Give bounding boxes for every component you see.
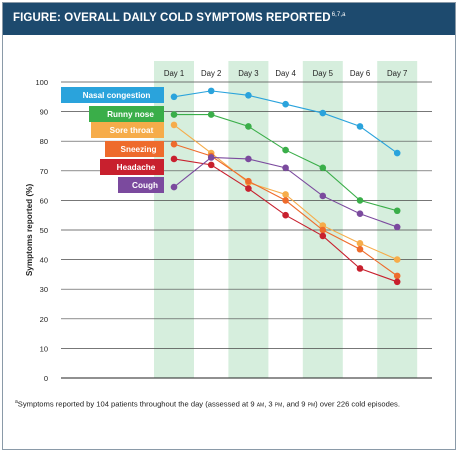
y-tick-label-100: 100 xyxy=(35,78,48,87)
y-tick-label-50: 50 xyxy=(40,226,48,235)
figure-header: FIGURE: OVERALL DAILY COLD SYMPTOMS REPO… xyxy=(3,3,455,35)
footnote-text-2: , 3 xyxy=(264,399,275,409)
y-tick-label-80: 80 xyxy=(40,137,48,146)
data-point-sneezing-day-4 xyxy=(282,197,289,204)
data-point-nasal-congestion-day-6 xyxy=(356,123,364,130)
data-point-runny-nose-day-7 xyxy=(393,207,401,215)
legend-box-sore-throat xyxy=(91,122,164,138)
x-tick-label-day-6: Day 6 xyxy=(350,69,370,78)
x-tick-label-day-5: Day 5 xyxy=(313,69,334,78)
data-point-headache-day-7 xyxy=(393,278,401,286)
data-point-sneezing-day-6 xyxy=(356,245,364,253)
data-point-sore-throat-day-6 xyxy=(356,240,364,247)
footnote-pm-1: pm xyxy=(274,399,283,409)
legend-box-headache xyxy=(100,159,164,175)
figure-title-refs: 6,7,a xyxy=(331,12,346,19)
data-point-sneezing-day-5 xyxy=(319,226,327,234)
figure-title: FIGURE: OVERALL DAILY COLD SYMPTOMS REPO… xyxy=(13,12,346,24)
data-point-nasal-congestion-day-7 xyxy=(393,149,401,157)
data-point-runny-nose-day-2 xyxy=(207,111,215,118)
shaded-column-day-3 xyxy=(228,61,269,378)
footnote-am: am xyxy=(256,399,265,409)
shaded-column-day-7 xyxy=(377,61,418,378)
y-tick-label-40: 40 xyxy=(40,256,48,265)
data-point-nasal-congestion-day-3 xyxy=(245,92,252,99)
y-tick-label-30: 30 xyxy=(40,285,48,294)
x-tick-label-day-4: Day 4 xyxy=(275,69,296,78)
x-tick-label-day-2: Day 2 xyxy=(201,69,221,78)
data-point-sneezing-day-7 xyxy=(393,272,401,280)
data-point-headache-day-2 xyxy=(207,161,215,169)
data-point-cough-day-4 xyxy=(282,164,289,172)
footnote-text-1: Symptoms reported by 104 patients throug… xyxy=(17,399,257,409)
figure-title-text: FIGURE: OVERALL DAILY COLD SYMPTOMS REPO… xyxy=(13,12,331,24)
y-tick-label-70: 70 xyxy=(40,167,48,176)
legend-box-cough xyxy=(118,177,164,193)
data-point-cough-day-5 xyxy=(319,192,327,200)
data-point-headache-day-1 xyxy=(170,155,178,163)
data-point-headache-day-5 xyxy=(319,232,327,240)
legend-label-runny-nose: Runny nose xyxy=(107,110,154,119)
legend-box-nasal-congestion xyxy=(61,87,164,103)
data-point-cough-day-2 xyxy=(207,154,215,161)
x-tick-label-day-1: Day 1 xyxy=(164,69,184,78)
data-point-headache-day-3 xyxy=(245,185,252,192)
data-point-runny-nose-day-6 xyxy=(356,197,364,204)
data-point-runny-nose-day-1 xyxy=(170,111,178,118)
y-tick-label-0: 0 xyxy=(44,374,48,383)
data-point-runny-nose-day-4 xyxy=(282,146,289,154)
y-tick-label-20: 20 xyxy=(40,315,48,324)
y-tick-label-60: 60 xyxy=(40,196,48,205)
y-tick-label-90: 90 xyxy=(40,108,48,117)
footnote: aSymptoms reported by 104 patients throu… xyxy=(15,397,440,410)
series-line-headache xyxy=(173,158,398,283)
legend-label-sore-throat: Sore throat xyxy=(110,126,154,135)
data-point-sore-throat-day-7 xyxy=(393,256,401,263)
x-tick-label-day-3: Day 3 xyxy=(238,69,258,78)
data-point-sore-throat-day-4 xyxy=(282,191,289,198)
data-point-nasal-congestion-day-5 xyxy=(319,109,327,117)
footnote-text-4: ) over 226 cold episodes. xyxy=(315,399,400,409)
data-point-nasal-congestion-day-1 xyxy=(170,93,178,101)
y-tick-label-10: 10 xyxy=(40,344,48,353)
data-point-cough-day-7 xyxy=(393,223,401,231)
data-point-nasal-congestion-day-4 xyxy=(282,100,289,108)
data-point-cough-day-6 xyxy=(356,210,364,218)
footnote-pm-2: pm xyxy=(307,399,316,409)
legend-box-runny-nose xyxy=(89,106,164,122)
data-point-headache-day-6 xyxy=(356,265,364,272)
footnote-text-3: , and 9 xyxy=(282,399,308,409)
legend-label-headache: Headache xyxy=(117,163,156,172)
legend-label-cough: Cough xyxy=(132,181,158,190)
data-point-sneezing-day-3 xyxy=(245,177,252,185)
data-point-sneezing-day-1 xyxy=(170,140,178,148)
legend-box-sneezing xyxy=(105,141,164,157)
data-point-runny-nose-day-5 xyxy=(319,164,327,172)
legend-label-sneezing: Sneezing xyxy=(121,145,157,154)
data-point-sore-throat-day-1 xyxy=(170,121,178,129)
footnote-marker: a xyxy=(15,399,18,405)
x-tick-label-day-7: Day 7 xyxy=(387,69,407,78)
legend-label-nasal-congestion: Nasal congestion xyxy=(83,91,151,100)
data-point-nasal-congestion-day-2 xyxy=(207,87,215,95)
y-axis-label: Symptoms reported (%) xyxy=(25,184,34,277)
data-point-headache-day-4 xyxy=(282,211,289,219)
data-point-cough-day-3 xyxy=(245,155,252,163)
data-point-cough-day-1 xyxy=(170,183,178,191)
data-point-runny-nose-day-3 xyxy=(245,123,252,130)
series-line-nasal-congestion xyxy=(173,90,398,154)
